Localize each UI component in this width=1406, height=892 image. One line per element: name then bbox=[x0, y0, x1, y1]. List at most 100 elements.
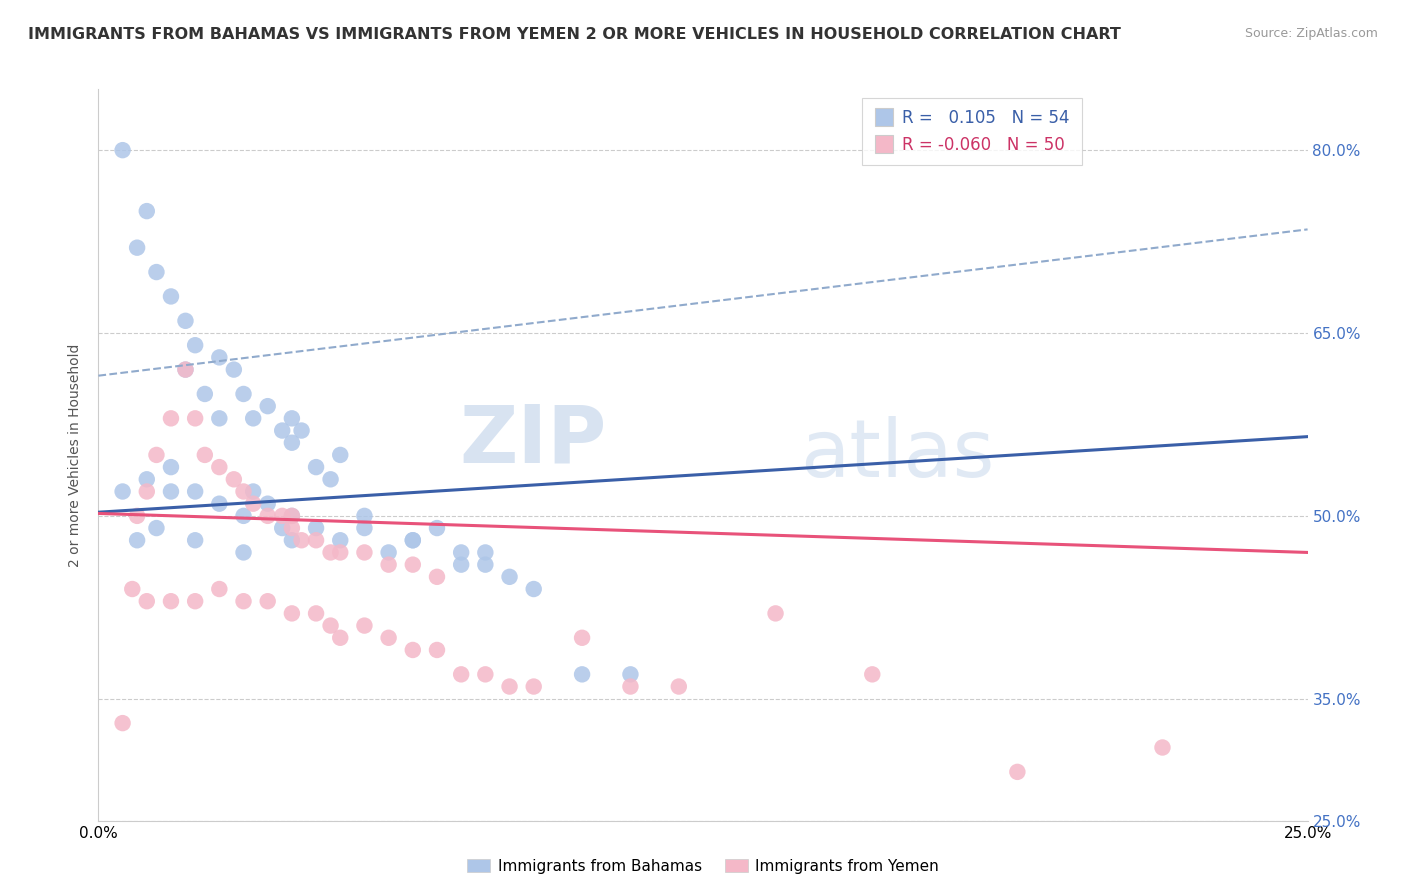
Point bbox=[145, 448, 167, 462]
Point bbox=[402, 643, 425, 657]
Point bbox=[860, 667, 883, 681]
Point bbox=[319, 618, 342, 632]
Point bbox=[765, 607, 787, 621]
Point bbox=[271, 521, 294, 535]
Point bbox=[194, 448, 217, 462]
Point bbox=[256, 508, 278, 523]
Legend: Immigrants from Bahamas, Immigrants from Yemen: Immigrants from Bahamas, Immigrants from… bbox=[461, 853, 945, 880]
Point bbox=[232, 508, 254, 523]
Point bbox=[160, 484, 183, 499]
Point bbox=[353, 508, 375, 523]
Point bbox=[184, 533, 207, 548]
Point bbox=[402, 533, 425, 548]
Point bbox=[160, 460, 183, 475]
Point bbox=[329, 533, 352, 548]
Point bbox=[271, 508, 294, 523]
Point bbox=[111, 716, 134, 731]
Point bbox=[281, 521, 304, 535]
Point bbox=[281, 508, 304, 523]
Point bbox=[208, 411, 231, 425]
Point bbox=[571, 631, 593, 645]
Point bbox=[271, 424, 294, 438]
Point bbox=[290, 424, 312, 438]
Point bbox=[242, 411, 264, 425]
Point bbox=[450, 667, 472, 681]
Point bbox=[498, 570, 520, 584]
Point bbox=[474, 558, 496, 572]
Text: ZIP: ZIP bbox=[458, 401, 606, 479]
Point bbox=[619, 667, 641, 681]
Point bbox=[232, 594, 254, 608]
Point bbox=[184, 338, 207, 352]
Point bbox=[242, 497, 264, 511]
Point bbox=[281, 607, 304, 621]
Point bbox=[377, 558, 399, 572]
Point bbox=[329, 631, 352, 645]
Y-axis label: 2 or more Vehicles in Household: 2 or more Vehicles in Household bbox=[69, 343, 83, 566]
Point bbox=[242, 484, 264, 499]
Point bbox=[121, 582, 143, 596]
Point bbox=[160, 411, 183, 425]
Point bbox=[1152, 740, 1174, 755]
Point bbox=[232, 387, 254, 401]
Point bbox=[426, 643, 449, 657]
Point bbox=[256, 594, 278, 608]
Point bbox=[319, 472, 342, 486]
Point bbox=[426, 570, 449, 584]
Point bbox=[160, 594, 183, 608]
Point bbox=[135, 484, 157, 499]
Point bbox=[305, 460, 328, 475]
Point bbox=[127, 241, 149, 255]
Point bbox=[194, 387, 217, 401]
Point bbox=[353, 545, 375, 559]
Point bbox=[329, 545, 352, 559]
Point bbox=[450, 558, 472, 572]
Point bbox=[208, 582, 231, 596]
Point bbox=[208, 460, 231, 475]
Text: IMMIGRANTS FROM BAHAMAS VS IMMIGRANTS FROM YEMEN 2 OR MORE VEHICLES IN HOUSEHOLD: IMMIGRANTS FROM BAHAMAS VS IMMIGRANTS FR… bbox=[28, 27, 1121, 42]
Point bbox=[135, 472, 157, 486]
Point bbox=[571, 667, 593, 681]
Point bbox=[256, 497, 278, 511]
Point bbox=[305, 533, 328, 548]
Point bbox=[523, 582, 546, 596]
Point bbox=[305, 607, 328, 621]
Point bbox=[127, 508, 149, 523]
Point bbox=[523, 680, 546, 694]
Point bbox=[402, 533, 425, 548]
Point bbox=[145, 265, 167, 279]
Point bbox=[127, 533, 149, 548]
Point bbox=[174, 362, 197, 376]
Point bbox=[290, 533, 312, 548]
Point bbox=[281, 533, 304, 548]
Point bbox=[232, 484, 254, 499]
Point bbox=[668, 680, 690, 694]
Point bbox=[111, 143, 134, 157]
Point bbox=[402, 558, 425, 572]
Point bbox=[222, 362, 245, 376]
Point bbox=[474, 545, 496, 559]
Point bbox=[281, 508, 304, 523]
Point bbox=[329, 448, 352, 462]
Point bbox=[498, 680, 520, 694]
Point bbox=[450, 545, 472, 559]
Point bbox=[160, 289, 183, 303]
Text: Source: ZipAtlas.com: Source: ZipAtlas.com bbox=[1244, 27, 1378, 40]
Point bbox=[426, 521, 449, 535]
Point bbox=[208, 351, 231, 365]
Point bbox=[619, 680, 641, 694]
Point bbox=[281, 435, 304, 450]
Point bbox=[377, 545, 399, 559]
Point bbox=[135, 594, 157, 608]
Point bbox=[184, 594, 207, 608]
Point bbox=[208, 497, 231, 511]
Point bbox=[174, 314, 197, 328]
Point bbox=[305, 521, 328, 535]
Point bbox=[319, 545, 342, 559]
Point bbox=[111, 484, 134, 499]
Point bbox=[256, 399, 278, 413]
Point bbox=[474, 667, 496, 681]
Point bbox=[184, 411, 207, 425]
Point bbox=[232, 545, 254, 559]
Point bbox=[353, 521, 375, 535]
